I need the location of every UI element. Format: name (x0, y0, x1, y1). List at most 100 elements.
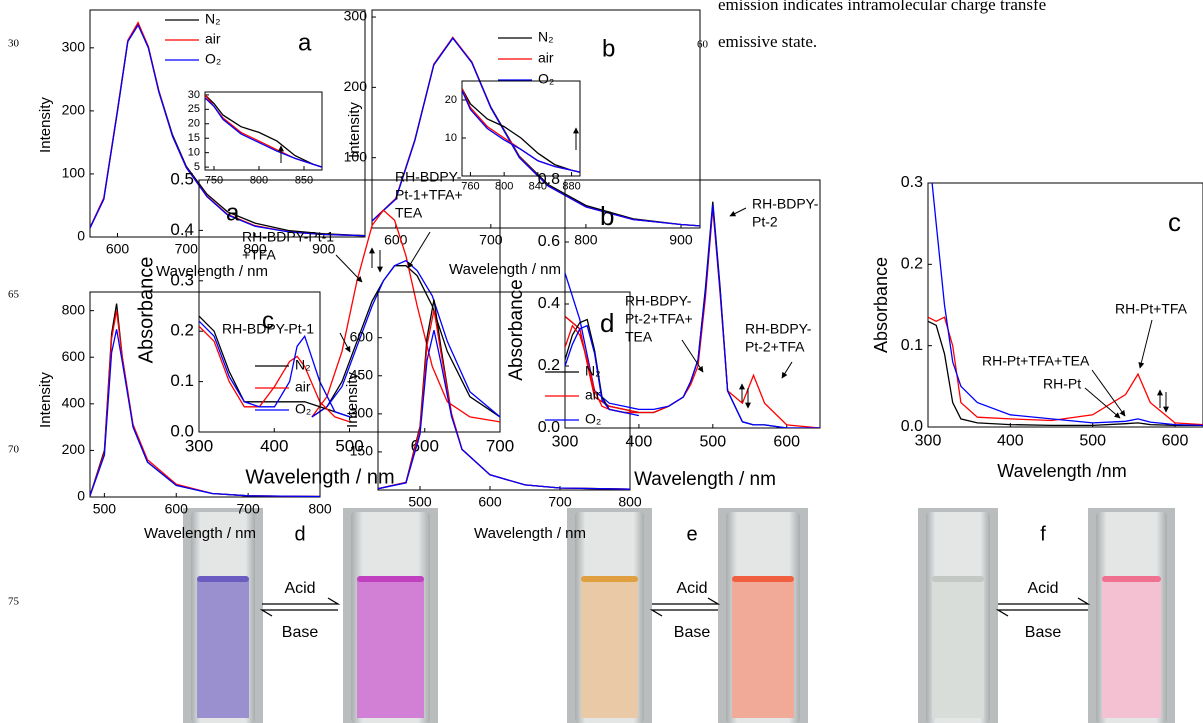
meniscus (581, 576, 638, 582)
y-tick-label: 0.8 (538, 171, 560, 188)
y-axis-label: Intensity (346, 102, 363, 158)
panel-label: c (262, 307, 274, 334)
y-tick-label: 150 (350, 443, 374, 459)
photo-strip: d Acid Base e Acid Base f Acid Base (183, 508, 1175, 723)
x-tick-label: 880 (562, 181, 580, 193)
annotation: Pt-2 (752, 214, 778, 230)
data-line (205, 94, 322, 168)
x-tick-label: 700 (236, 501, 260, 517)
body-text: emission indicates intramolecular charge… (718, 0, 1046, 14)
x-tick-label: 700 (479, 232, 503, 248)
x-tick-label: 600 (106, 241, 130, 257)
chart-panel: d N₂ air O₂ (545, 308, 640, 427)
x-tick-label: 500 (93, 501, 117, 517)
pointer-arrow (339, 332, 351, 353)
legend-label: O₂ (295, 401, 311, 417)
y-axis-label: Absorbance (871, 257, 891, 353)
annotation: RH-BDPY- (745, 321, 812, 337)
arrow-label: Acid (1027, 580, 1058, 597)
chart-panel: 0.0 0.1 0.2 0.3 300 400 500 600 Wavelength /nm Ab… (871, 174, 1203, 481)
x-tick-label: 600 (1162, 432, 1189, 449)
equilibrium-arrow (995, 609, 1088, 617)
annotation: Pt-1+TFA+ (395, 187, 463, 203)
line-number: 75 (8, 596, 20, 608)
x-axis-label: Wavelength / nm (156, 263, 268, 280)
line-number: 65 (8, 289, 20, 301)
legend-label: air (205, 31, 221, 47)
y-tick-label: 0.4 (538, 295, 560, 312)
y-tick-label: 0.0 (170, 421, 194, 440)
equilibrium-arrow (649, 609, 718, 617)
plot-frame (927, 182, 1203, 428)
data-line (90, 23, 365, 237)
pointer-arrow (1091, 369, 1126, 417)
chart-panel: 0 100 200 300 600 700 800 900 Wavelength / nm Int… (37, 9, 366, 280)
x-tick-label: 800 (250, 175, 268, 187)
legend-label: O₂ (585, 411, 601, 427)
data-line (928, 316, 1203, 426)
plot-frame (89, 291, 321, 498)
x-axis-label: Wavelength /nm (997, 461, 1126, 481)
x-tick-label: 300 (185, 436, 213, 455)
x-axis-label: Wavelength / nm (144, 525, 256, 542)
y-tick-label: 0.2 (170, 321, 194, 340)
y-tick-label: 400 (62, 395, 86, 411)
data-line (565, 324, 640, 417)
cuvette-liquid (1102, 580, 1161, 718)
x-tick-label: 500 (335, 436, 363, 455)
equilibrium-arrow (259, 609, 338, 617)
y-axis-label: Intensity (37, 97, 54, 153)
cuvette-liquid (732, 580, 794, 718)
legend-label: N₂ (585, 363, 601, 379)
y-tick-label: 0.3 (901, 174, 923, 191)
x-tick-label: 500 (699, 433, 726, 450)
legend-label: air (538, 50, 554, 66)
line-number: 70 (8, 444, 20, 456)
arrow-label: Base (282, 624, 319, 641)
data-line (931, 183, 1203, 427)
arrow-label: Base (674, 624, 711, 641)
y-tick-label: 600 (350, 328, 374, 344)
y-tick-label: 200 (62, 441, 86, 457)
pointer-arrow (1084, 387, 1121, 419)
cuvette-liquid (357, 580, 424, 718)
y-tick-label: 200 (62, 102, 86, 118)
panel-label: b (602, 35, 615, 62)
annotation: RH-BDPY-Pt-1 (222, 321, 314, 337)
x-tick-label: 750 (205, 175, 223, 187)
meniscus (732, 576, 794, 582)
annotation: RH-Pt+TFA+TEA (982, 353, 1090, 369)
equilibrium-arrow (262, 597, 341, 605)
pointer-arrow (1138, 319, 1153, 369)
y-tick-label: 0 (77, 488, 85, 504)
legend-label: N₂ (538, 29, 554, 45)
annotation: Pt-2+TFA+ (625, 311, 693, 327)
y-tick-label: 0.2 (538, 357, 560, 374)
data-line (565, 204, 820, 428)
x-tick-label: 400 (997, 432, 1024, 449)
pointer-arrow (407, 231, 431, 269)
meniscus (1102, 576, 1161, 582)
y-tick-label: 15 (188, 132, 200, 144)
x-tick-label: 800 (308, 501, 332, 517)
annotation: RH-Pt+TFA (1115, 301, 1188, 317)
legend-label: air (585, 387, 601, 403)
y-tick-label: 0.0 (901, 418, 923, 435)
x-tick-label: 500 (1079, 432, 1106, 449)
annotation: TEA (625, 329, 653, 345)
x-tick-label: 800 (618, 494, 642, 510)
panel-label: a (226, 199, 240, 226)
x-tick-label: 300 (552, 433, 579, 450)
chart-panel: 0.0 0.1 0.2 0.3 0.4 0.5 300 400 500 600 700 Wavelen… (135, 169, 514, 489)
plot-frame (371, 9, 701, 229)
chart-panel: 0 200 400 600 800 500 600 700 800 Wavelength / nm… (37, 291, 332, 542)
y-tick-label: 200 (344, 78, 368, 94)
pointer-arrow (335, 254, 363, 283)
y-tick-label: 0 (77, 228, 85, 244)
y-tick-label: 30 (188, 89, 200, 101)
x-tick-label: 500 (408, 494, 432, 510)
body-text: emissive state. (718, 32, 817, 51)
arrow-label: Base (1025, 624, 1062, 641)
x-tick-label: 700 (548, 494, 572, 510)
